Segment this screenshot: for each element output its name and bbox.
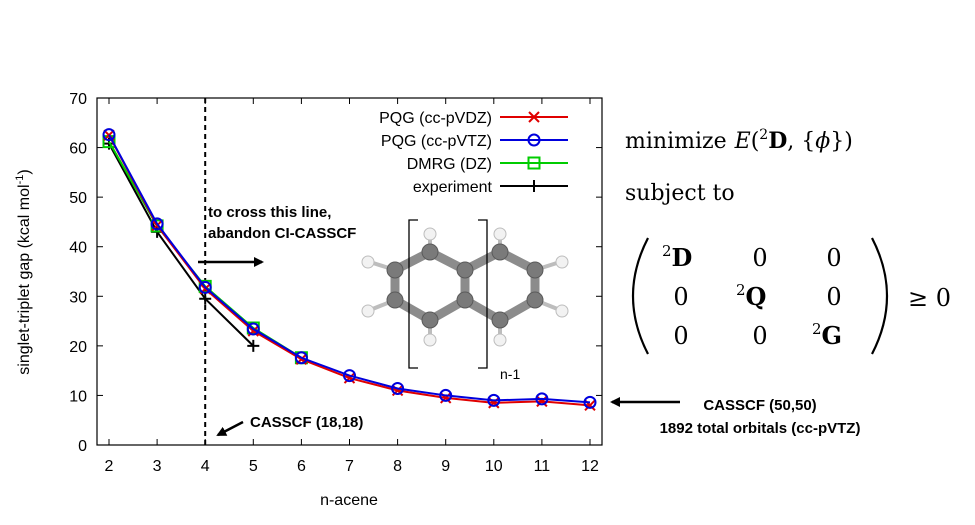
x-axis: 2 3 4 5 6 7 8 9 10 11 12: [105, 98, 599, 475]
data-point-pqg-cc-pvtz: [583, 395, 597, 409]
series-layer: [102, 128, 597, 412]
annotation-casscf-18: CASSCF (18,18): [250, 414, 363, 431]
series-line-experiment: [108, 143, 254, 347]
matrix-entry-23: 0: [826, 283, 841, 311]
equation-subject-to: subject to: [625, 181, 735, 206]
x-axis-label: n-acene: [320, 492, 378, 509]
x-tick-label: 7: [345, 458, 354, 475]
y-tick-label: 40: [69, 240, 87, 257]
legend-marker-dmrg-dz: [527, 156, 541, 170]
data-point-pqg-cc-pvtz: [150, 217, 164, 231]
naphthalene-molecule-icon: [361, 219, 569, 369]
data-point-pqg-cc-pvtz: [391, 381, 405, 395]
x-tick-label: 11: [534, 458, 551, 475]
x-tick-label: 5: [249, 458, 258, 475]
matrix-entry-21: 0: [673, 283, 688, 311]
matrix-entry-33: 2G: [812, 320, 842, 350]
data-point-pqg-cc-pvtz: [294, 351, 308, 365]
data-point-pqg-cc-pvtz: [102, 128, 116, 142]
y-tick-label: 10: [69, 388, 87, 405]
legend-marker-experiment: [528, 180, 540, 192]
legend-label-pqg-cc-pvdz: PQG (cc-pVDZ): [379, 110, 492, 127]
repeat-unit-label: n-1: [500, 366, 520, 382]
matrix-entry-32: 0: [752, 322, 767, 350]
x-tick-label: 9: [441, 458, 450, 475]
y-tick-label: 50: [69, 190, 87, 207]
data-point-pqg-cc-pvtz: [487, 393, 501, 407]
series-line-pqg-cc-pvtz: [108, 134, 591, 404]
series-pqg-cc-pvtz: [102, 128, 597, 409]
legend-label-experiment: experiment: [413, 179, 493, 196]
y-axis-label: singlet-triplet gap (kcal mol-1): [14, 169, 33, 374]
legend-label-dmrg-dz: DMRG (DZ): [407, 156, 492, 173]
legend-marker-pqg-cc-pvtz: [527, 133, 541, 147]
x-tick-label: 3: [153, 458, 162, 475]
y-tick-label: 60: [69, 141, 87, 158]
x-tick-label: 12: [581, 458, 599, 475]
left-paren: [631, 237, 649, 355]
matrix-entry-12: 0: [752, 244, 767, 272]
data-point-pqg-cc-pvtz: [198, 280, 212, 294]
data-point-pqg-cc-pvtz: [343, 369, 356, 383]
optimization-equation: minimize E(2D, {ϕ}) subject to 2D 0 0 0 2…: [625, 127, 951, 355]
x-tick-label: 4: [201, 458, 210, 475]
geq-zero: ≥ 0: [908, 284, 951, 312]
matrix-entry-11: 2D: [662, 242, 692, 272]
series-pqg-cc-pvdz: [103, 129, 596, 412]
x-tick-label: 8: [393, 458, 402, 475]
x-tick-label: 6: [297, 458, 306, 475]
plot-frame: [96, 97, 603, 446]
matrix-entry-13: 0: [826, 244, 841, 272]
x-tick-label: 2: [105, 458, 114, 475]
annotation-cross-line-2: abandon CI-CASSCF: [208, 225, 356, 242]
data-point-experiment: [199, 292, 212, 305]
equation-minimize-line: minimize E(2D, {ϕ}): [625, 127, 853, 154]
down-left-arrow-icon: [216, 420, 244, 437]
annotation-cross-line-1: to cross this line,: [208, 204, 331, 221]
data-point-pqg-cc-pvtz: [535, 392, 549, 406]
legend-label-pqg-cc-pvtz: PQG (cc-pVTZ): [381, 133, 492, 150]
x-tick-label: 10: [485, 458, 503, 475]
annotation-casscf-50: CASSCF (50,50): [703, 397, 816, 414]
annotation-total-orbitals: 1892 total orbitals (cc-pVTZ): [660, 420, 861, 437]
y-tick-label: 70: [69, 91, 87, 108]
y-axis: 0 10 20 30 40 50 60 70: [69, 91, 602, 455]
data-point-pqg-cc-pvtz: [439, 388, 453, 402]
legend-marker-pqg-cc-pvdz: [528, 111, 540, 123]
legend: PQG (cc-pVDZ) PQG (cc-pVTZ) DMRG (DZ) exper…: [379, 110, 568, 196]
data-point-experiment: [247, 339, 260, 352]
series-line-pqg-cc-pvdz: [108, 134, 591, 407]
y-tick-label: 20: [69, 339, 87, 356]
data-point-pqg-cc-pvtz: [246, 322, 260, 336]
matrix-entry-31: 0: [673, 322, 688, 350]
matrix-entry-22: 2Q: [736, 281, 766, 311]
right-paren: [871, 237, 889, 355]
y-tick-label: 0: [78, 438, 87, 455]
y-tick-label: 30: [69, 289, 87, 306]
